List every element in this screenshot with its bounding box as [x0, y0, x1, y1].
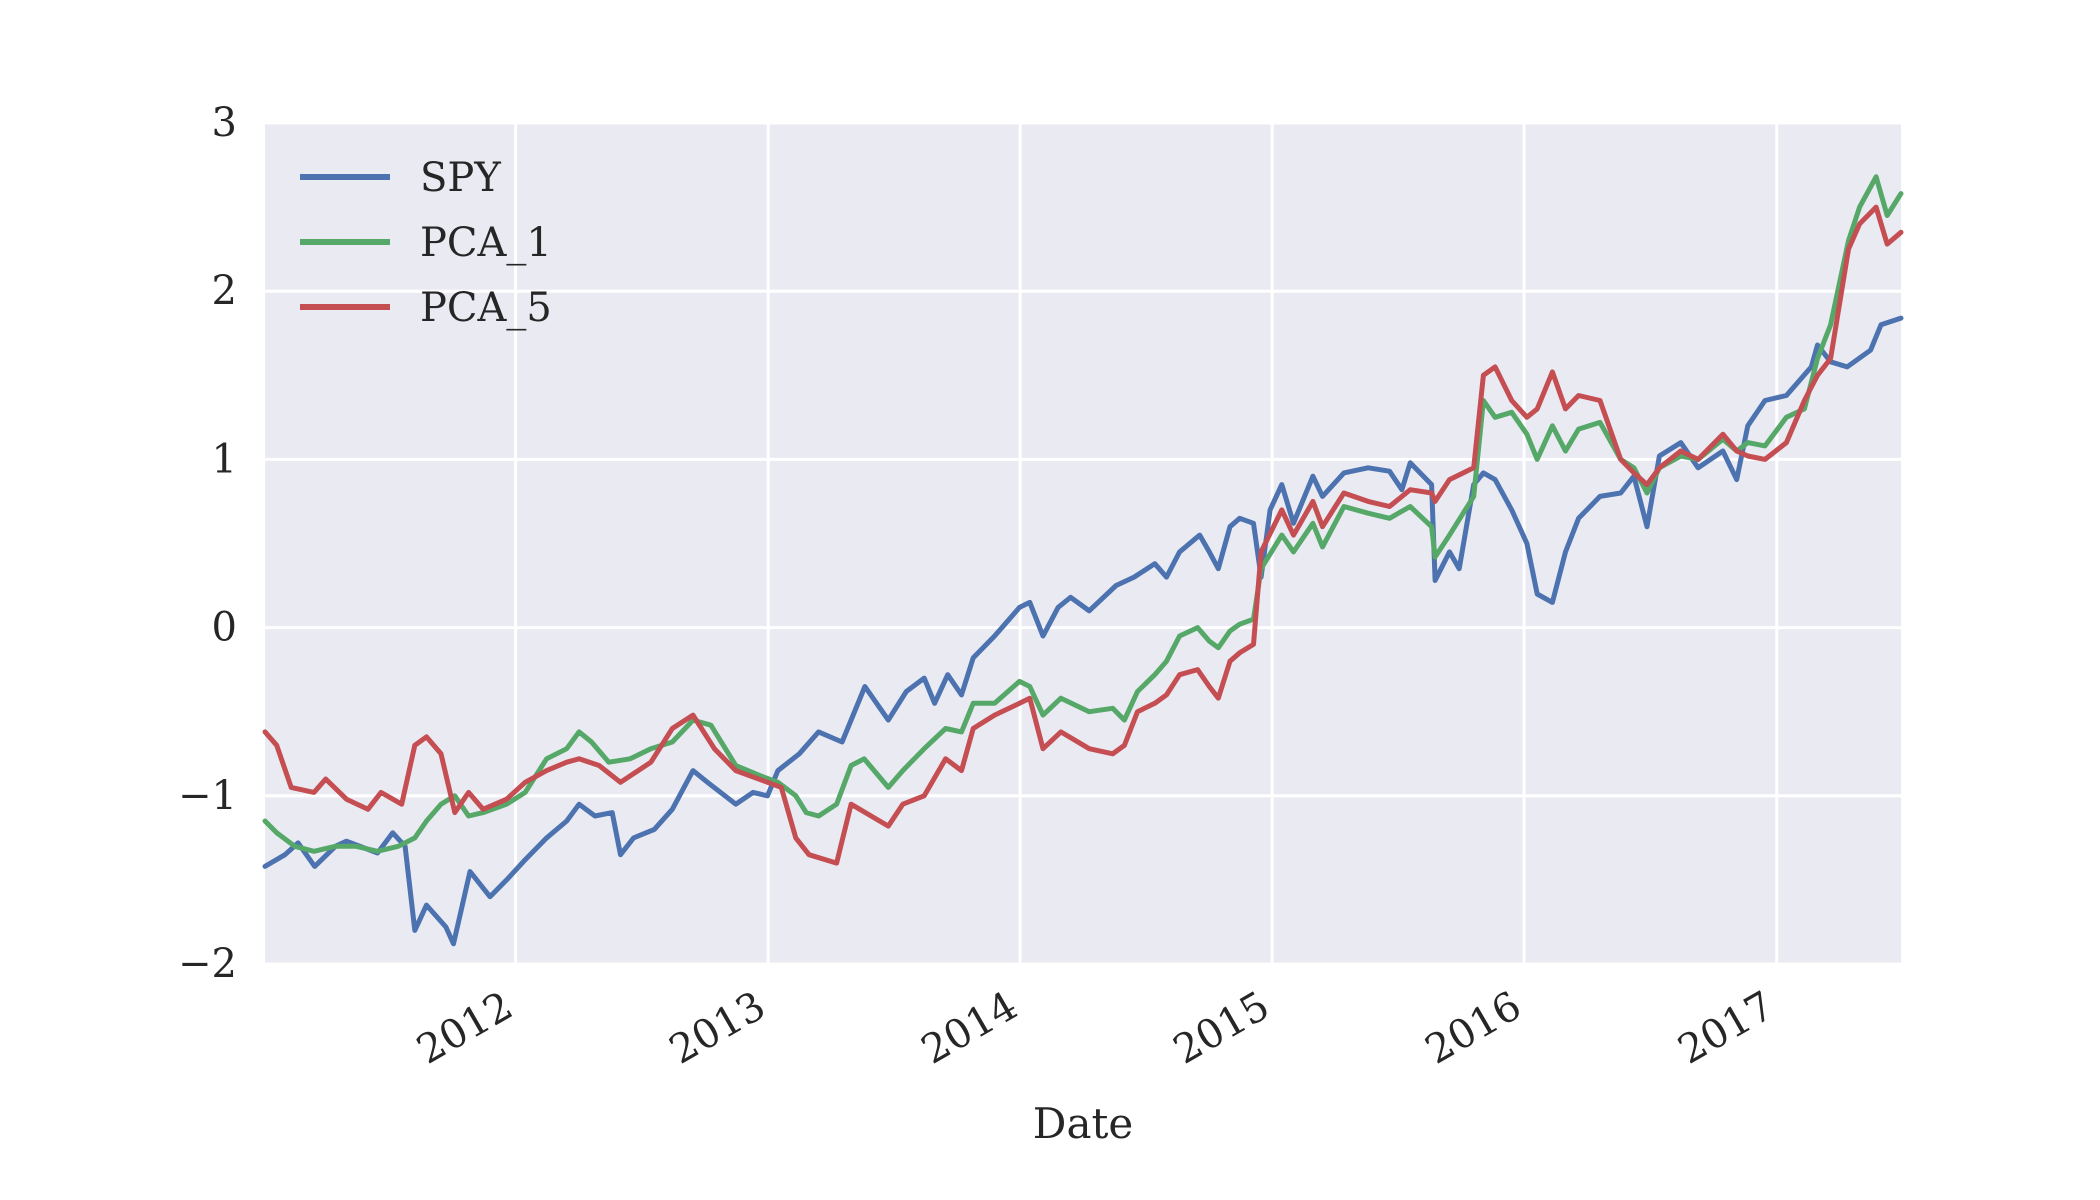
legend-label: SPY [420, 155, 501, 201]
y-tick-label: −2 [178, 941, 237, 987]
plot-area [265, 123, 1901, 964]
legend: SPY PCA_1 PCA_5 [300, 155, 552, 331]
legend-label: PCA_5 [420, 285, 552, 331]
x-axis-title: Date [1033, 1099, 1133, 1148]
y-tick-label: −1 [178, 773, 237, 819]
y-tick-label: 2 [212, 268, 237, 314]
grid-lines [265, 121, 1901, 966]
y-axis-ticks: −2 −1 0 1 2 3 [178, 100, 237, 987]
series-layer [262, 174, 1904, 947]
series-line-spy [262, 315, 1904, 947]
y-tick-label: 0 [212, 605, 237, 651]
series-line-pca-5 [262, 204, 1904, 866]
y-tick-label: 3 [212, 100, 237, 146]
legend-label: PCA_1 [420, 220, 552, 266]
y-tick-label: 1 [212, 436, 237, 482]
